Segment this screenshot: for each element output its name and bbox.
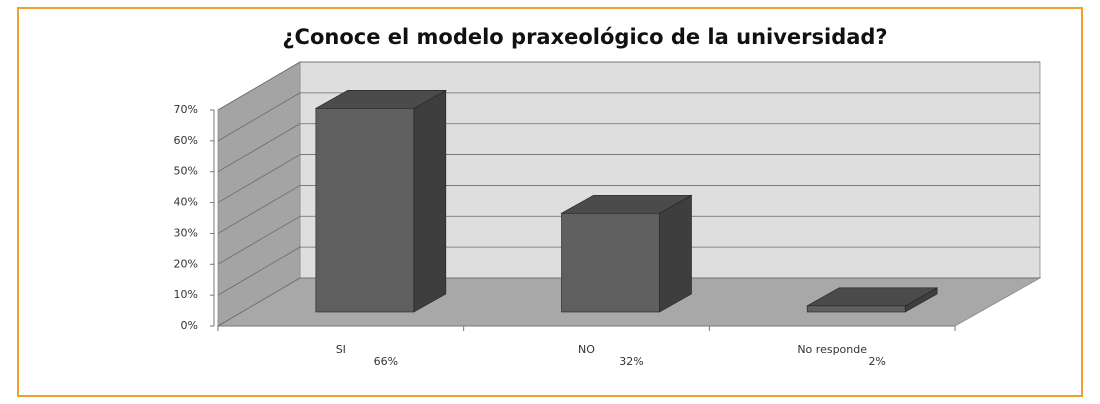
grid-line bbox=[217, 61, 301, 111]
y-tick-label: 20% bbox=[174, 257, 198, 270]
bar-front bbox=[315, 108, 415, 313]
value-label: 32% bbox=[619, 355, 643, 368]
value-label: 2% bbox=[868, 355, 885, 368]
y-tick-label: 10% bbox=[174, 288, 198, 301]
chart-title: ¿Conoce el modelo praxeológico de la uni… bbox=[282, 25, 887, 49]
y-tick-label: 30% bbox=[174, 226, 198, 239]
y-tick-label: 60% bbox=[174, 134, 198, 147]
grid-line bbox=[217, 92, 301, 142]
bar bbox=[314, 89, 447, 313]
x-tick-label: SI bbox=[336, 343, 346, 356]
grid-line bbox=[217, 185, 301, 234]
y-tick-label: 40% bbox=[174, 196, 198, 209]
y-tick-label: 0% bbox=[181, 319, 198, 332]
grid-line bbox=[217, 277, 301, 327]
bar bbox=[806, 287, 939, 313]
bar-side bbox=[413, 89, 447, 313]
grid-line bbox=[217, 215, 301, 265]
value-label: 66% bbox=[374, 355, 398, 368]
grid-line bbox=[217, 154, 301, 203]
y-tick-label: 70% bbox=[174, 103, 198, 116]
grid-line bbox=[217, 123, 301, 173]
grid-line bbox=[217, 246, 301, 296]
bar-front bbox=[806, 305, 906, 313]
bar-side bbox=[659, 194, 692, 313]
bar bbox=[560, 194, 693, 313]
bar-front bbox=[561, 212, 660, 313]
x-tick-label: NO bbox=[578, 343, 595, 356]
y-tick-label: 50% bbox=[174, 165, 198, 178]
x-tick-label: No responde bbox=[797, 343, 867, 356]
